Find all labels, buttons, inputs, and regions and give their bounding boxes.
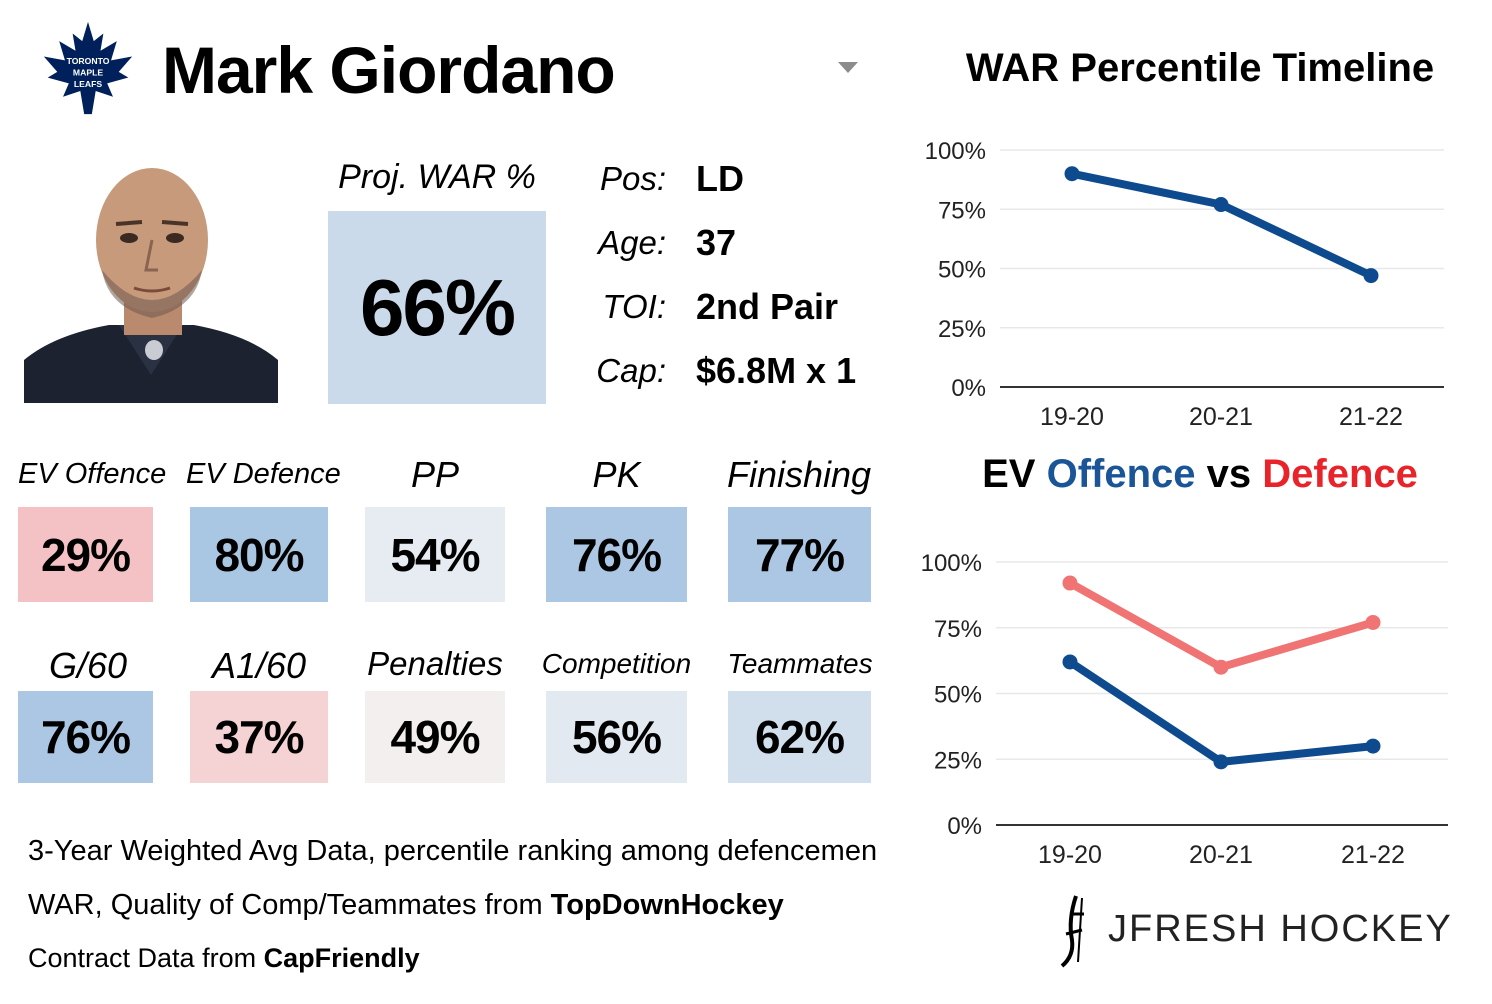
y-tick-label: 50% — [934, 682, 982, 709]
y-tick-label: 75% — [934, 616, 982, 643]
x-tick-label: 19-20 — [1038, 841, 1102, 869]
svg-text:TORONTO: TORONTO — [67, 56, 110, 66]
toi-value: 2nd Pair — [696, 286, 839, 327]
stat-label-competition: Competition — [541, 648, 692, 679]
svg-text:MAPLE: MAPLE — [73, 68, 103, 78]
data-point — [1213, 197, 1229, 213]
stat-box-g60: 76% — [18, 691, 153, 783]
data-point — [1062, 575, 1078, 591]
capfriendly-source: CapFriendly — [263, 943, 420, 973]
ev-offence-defence-chart: 0% 25% 50% 75% 100% 19-20 20-21 21-22 — [921, 550, 1448, 869]
data-point — [1363, 268, 1379, 284]
stat-label-ev-offence: EV Offence — [18, 458, 167, 490]
ev-offence-defence-title: EV Offence vs Defence — [940, 452, 1460, 497]
age-value: 37 — [696, 222, 737, 263]
stat-value-a160: 37% — [214, 711, 304, 763]
data-point — [1213, 754, 1229, 770]
series-line-0 — [1068, 169, 1375, 280]
stat-label-teammates: Teammates — [727, 648, 873, 679]
maple-leaf-logo-icon: TORONTO MAPLE LEAFS — [43, 21, 133, 115]
data-point — [1062, 654, 1078, 670]
stat-box-ev-offence: 29% — [18, 507, 153, 602]
stat-value-pk: 76% — [571, 528, 662, 581]
cap-value: $6.8M x 1 — [696, 350, 857, 391]
stat-box-penalties: 49% — [365, 691, 505, 783]
note-war-source-prefix: WAR, Quality of Comp/Teammates from — [28, 889, 551, 921]
data-point — [1064, 166, 1080, 182]
pos-label: Pos: — [599, 160, 666, 197]
ev-title-part-offence: Offence — [1046, 452, 1196, 496]
data-point — [1365, 738, 1381, 754]
note-contract-source: Contract Data from CapFriendly — [28, 943, 420, 974]
stat-label-a160: A1/60 — [211, 645, 307, 686]
x-tick-label: 21-22 — [1341, 841, 1405, 869]
y-tick-label: 100% — [925, 138, 986, 165]
stat-label-g60: G/60 — [48, 645, 128, 686]
cap-label: Cap: — [596, 352, 666, 389]
stat-value-teammates: 62% — [754, 711, 845, 763]
stat-box-pk: 76% — [546, 507, 687, 602]
war-timeline-title: WAR Percentile Timeline — [965, 46, 1435, 90]
proj-war-label: Proj. WAR % — [338, 158, 536, 196]
toi-label: TOI: — [602, 288, 666, 325]
y-tick-label: 0% — [951, 375, 986, 402]
series-line-0 — [1066, 579, 1377, 672]
ev-title-part-defence: Defence — [1262, 452, 1418, 496]
player-name: Mark Giordano — [162, 33, 616, 107]
jfresh-hockey-brand: JFRESH HOCKEY — [1108, 908, 1453, 950]
stat-box-competition: 56% — [546, 691, 687, 783]
ev-title-part-vs: vs — [1195, 452, 1263, 496]
series-line-1 — [1066, 657, 1377, 766]
stat-value-g60: 76% — [40, 711, 131, 763]
note-data-description: 3-Year Weighted Avg Data, percentile ran… — [28, 835, 878, 867]
stat-label-ev-defence: EV Defence — [186, 458, 341, 490]
age-label: Age: — [598, 224, 666, 261]
y-tick-label: 25% — [934, 747, 982, 774]
proj-war-value: 66% — [359, 262, 516, 352]
proj-war-box: 66% — [328, 211, 546, 404]
stat-value-pp: 54% — [390, 528, 480, 581]
y-tick-label: 100% — [921, 550, 982, 577]
jfresh-logo-icon — [1060, 895, 1084, 968]
stat-box-teammates: 62% — [728, 691, 871, 783]
stat-value-competition: 56% — [571, 711, 662, 763]
y-tick-label: 0% — [947, 813, 982, 840]
note-contract-source-prefix: Contract Data from — [28, 943, 264, 973]
stat-box-finishing: 77% — [728, 507, 871, 602]
x-tick-label: 20-21 — [1189, 841, 1253, 869]
topdownhockey-source: TopDownHockey — [550, 889, 784, 921]
stat-box-ev-defence: 80% — [190, 507, 328, 602]
stat-value-ev-defence: 80% — [214, 528, 304, 581]
x-tick-label: 20-21 — [1189, 403, 1253, 431]
x-tick-label: 19-20 — [1040, 403, 1104, 431]
stat-value-ev-offence: 29% — [40, 528, 131, 581]
data-point — [1213, 659, 1229, 675]
data-point — [1365, 614, 1381, 630]
y-tick-label: 75% — [938, 197, 986, 224]
stat-value-finishing: 77% — [754, 528, 845, 581]
war-timeline-chart: 0% 25% 50% 75% 100% 19-20 20-21 21-22 — [925, 138, 1444, 431]
svg-text:LEAFS: LEAFS — [74, 79, 103, 89]
stat-label-pp: PP — [410, 454, 460, 495]
stat-box-a160: 37% — [190, 691, 328, 783]
ev-title-part-ev: EV — [982, 452, 1047, 496]
stat-box-pp: 54% — [365, 507, 505, 602]
stat-value-penalties: 49% — [390, 711, 480, 763]
stat-label-penalties: Penalties — [367, 645, 503, 682]
y-tick-label: 50% — [938, 257, 986, 284]
player-select-dropdown-icon[interactable] — [838, 62, 858, 73]
y-tick-label: 25% — [938, 316, 986, 343]
note-war-source: WAR, Quality of Comp/Teammates from TopD… — [28, 889, 784, 922]
player-headshot — [24, 140, 278, 403]
stat-label-pk: PK — [592, 454, 641, 495]
x-tick-label: 21-22 — [1339, 403, 1403, 431]
stat-label-finishing: Finishing — [726, 454, 872, 495]
pos-value: LD — [696, 158, 744, 199]
